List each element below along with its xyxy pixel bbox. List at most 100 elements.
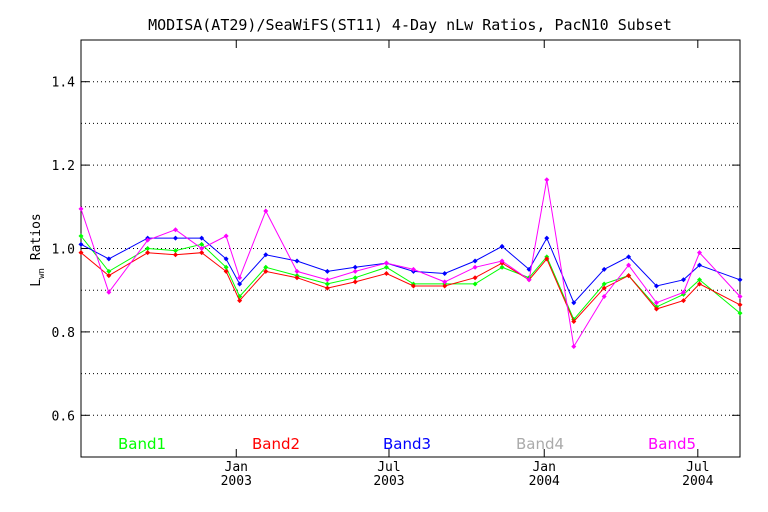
data-point xyxy=(696,250,702,256)
x-tick-label-year: 2003 xyxy=(373,474,404,489)
data-point xyxy=(526,277,532,283)
data-point xyxy=(544,235,550,241)
data-point xyxy=(601,266,607,272)
data-point xyxy=(173,235,179,241)
data-point xyxy=(106,273,112,279)
data-point xyxy=(263,264,269,270)
data-point xyxy=(78,241,84,247)
data-point xyxy=(696,281,702,287)
data-point xyxy=(352,275,358,281)
data-point xyxy=(472,258,478,264)
data-point xyxy=(173,227,179,233)
data-point xyxy=(237,281,243,287)
data-point xyxy=(199,241,205,247)
legend-band3: Band3 xyxy=(383,435,431,453)
legend-band4: Band4 xyxy=(516,435,564,453)
y-axis-label-subscript: wn xyxy=(37,268,47,279)
y-tick-label: 0.6 xyxy=(52,409,75,424)
data-point xyxy=(352,268,358,274)
data-point xyxy=(324,277,330,283)
data-point xyxy=(442,283,448,289)
y-tick-label: 1.4 xyxy=(52,76,76,91)
data-point xyxy=(145,246,151,251)
data-point xyxy=(199,250,205,256)
data-point xyxy=(173,248,179,254)
data-point xyxy=(263,252,269,258)
data-point xyxy=(410,266,416,272)
axes: 0.60.81.01.21.4Jan2003Jul2003Jan2004Jul2… xyxy=(52,40,740,489)
data-point xyxy=(106,289,112,295)
legend-band5: Band5 xyxy=(648,435,696,453)
data-point xyxy=(237,298,243,304)
series-band5 xyxy=(78,177,743,349)
data-point xyxy=(383,271,389,277)
data-point xyxy=(223,256,229,262)
chart-title: MODISA(AT29)/SeaWiFS(ST11) 4-Day nLw Rat… xyxy=(148,16,672,34)
x-tick-label-year: 2004 xyxy=(682,474,713,489)
data-point xyxy=(499,264,505,270)
data-point xyxy=(410,283,416,289)
x-tick-label-month: Jul xyxy=(377,460,400,475)
data-point xyxy=(544,177,550,183)
data-point xyxy=(571,300,577,306)
legend-band2: Band2 xyxy=(252,435,300,453)
data-point xyxy=(601,293,607,299)
data-point xyxy=(626,254,632,260)
legend: Band1 Band2 Band3 Band4 Band5 xyxy=(118,435,696,453)
x-tick-label-month: Jan xyxy=(225,460,248,475)
data-point xyxy=(223,233,229,239)
data-point xyxy=(472,264,478,270)
data-point xyxy=(173,252,179,258)
data-point xyxy=(601,285,607,291)
y-tick-label: 1.0 xyxy=(52,243,75,258)
data-point xyxy=(626,262,632,268)
data-point xyxy=(442,271,448,277)
data-point xyxy=(383,264,389,270)
y-axis-label: Lwn Ratios xyxy=(29,213,47,286)
data-point xyxy=(78,250,84,256)
data-point xyxy=(294,258,300,264)
y-tick-label: 1.2 xyxy=(52,159,75,174)
data-point xyxy=(737,293,743,299)
data-point xyxy=(223,264,229,270)
data-point xyxy=(499,243,505,249)
data-point xyxy=(442,279,448,285)
data-point xyxy=(737,277,743,283)
data-point xyxy=(499,258,505,264)
data-point xyxy=(199,235,205,241)
data-point xyxy=(352,264,358,270)
data-point xyxy=(294,268,300,274)
data-point xyxy=(324,281,330,287)
data-point xyxy=(78,206,84,212)
data-point xyxy=(472,275,478,281)
y-axis-label-rest: Ratios xyxy=(29,213,44,268)
series-band2 xyxy=(78,250,743,324)
data-point xyxy=(737,302,743,308)
data-point xyxy=(106,256,112,262)
data-point xyxy=(263,268,269,274)
x-tick-label-year: 2003 xyxy=(221,474,252,489)
data-point xyxy=(653,283,659,289)
data-point xyxy=(653,306,659,312)
data-point xyxy=(352,279,358,285)
data-point xyxy=(472,281,478,287)
data-point xyxy=(78,233,84,239)
data-point xyxy=(680,289,686,295)
data-point xyxy=(653,300,659,306)
data-point xyxy=(383,260,389,266)
y-tick-label: 0.8 xyxy=(52,326,75,341)
data-point xyxy=(571,343,577,349)
data-point xyxy=(626,273,632,279)
data-point xyxy=(696,277,702,283)
y-axis-label-main: L xyxy=(29,279,44,287)
data-point xyxy=(737,310,743,316)
data-point xyxy=(106,268,112,274)
x-tick-label-month: Jan xyxy=(532,460,555,475)
data-point xyxy=(680,298,686,304)
data-point xyxy=(145,237,151,243)
x-tick-label-month: Jul xyxy=(686,460,709,475)
series-layer xyxy=(78,177,743,349)
x-tick-label-year: 2004 xyxy=(529,474,560,489)
data-point xyxy=(294,275,300,281)
